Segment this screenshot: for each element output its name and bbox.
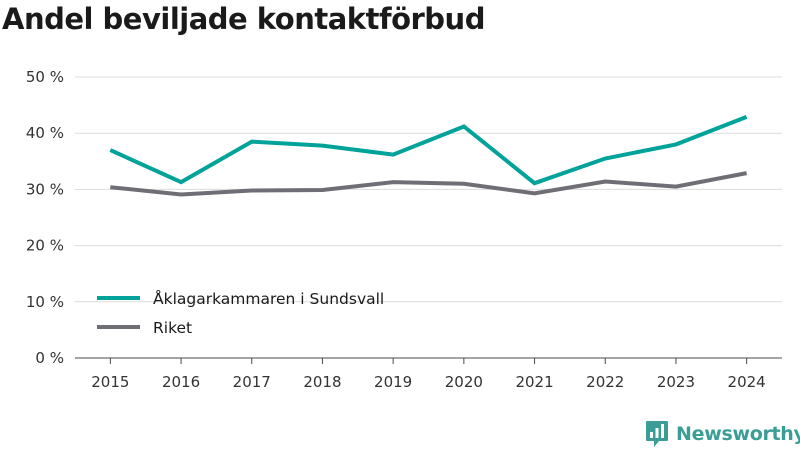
x-tick-label: 2024 [728,373,766,391]
x-tick-label: 2017 [233,373,271,391]
x-tick-label: 2019 [374,373,412,391]
legend: Åklagarkammaren i Sundsvall Riket [97,289,384,337]
y-tick-label: 0 % [35,349,64,367]
x-tick-label: 2022 [586,373,624,391]
newsworthy-logo-icon [646,421,668,447]
chart-title: Andel beviljade kontaktförbud [2,2,485,36]
y-tick-label: 40 % [26,124,64,142]
series-line-riket [110,171,747,197]
legend-label: Riket [153,319,192,337]
y-tick-label: 30 % [26,180,64,198]
y-tick-label: 10 % [26,293,64,311]
gridlines [75,76,782,303]
x-tick-label: 2023 [657,373,695,391]
brand-name: Newsworthy [676,423,800,445]
legend-label: Åklagarkammaren i Sundsvall [153,289,384,308]
y-tick-label: 50 % [26,68,64,86]
series-lines [109,115,748,197]
series-line-sundsvall [109,115,748,186]
x-tick-label: 2021 [515,373,553,391]
y-tick-label: 20 % [26,237,64,255]
brand-footer: Newsworthy [645,420,800,448]
x-tick-label: 2020 [445,373,483,391]
axes: 0 % 10 % 20 % 30 % 40 % 50 % 2015 2016 2017 2018 2… [26,68,782,391]
x-tick-label: 2016 [162,373,200,391]
x-tick-label: 2015 [91,373,129,391]
x-tick-label: 2018 [303,373,341,391]
